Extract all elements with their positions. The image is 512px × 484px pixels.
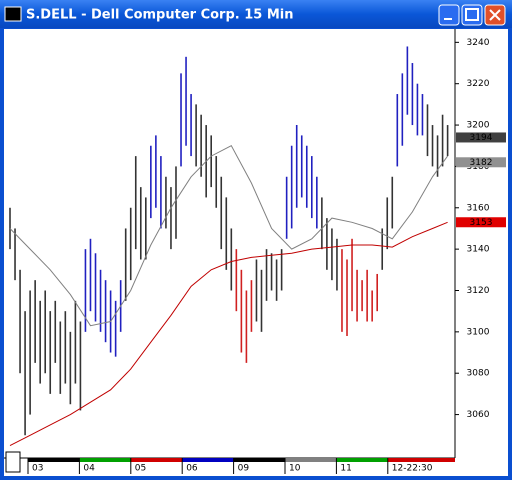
moving-average bbox=[9, 221, 448, 447]
client-area bbox=[4, 29, 508, 476]
date-strip bbox=[387, 458, 455, 462]
maximize-button[interactable] bbox=[461, 4, 483, 26]
x-tick-label: 03 bbox=[32, 464, 43, 474]
close-button[interactable] bbox=[484, 4, 506, 26]
x-tick-label: 09 bbox=[238, 464, 250, 474]
title-bar bbox=[0, 0, 512, 28]
date-strip bbox=[28, 458, 80, 462]
y-tick-label: 3060 bbox=[467, 410, 490, 420]
date-strip bbox=[233, 458, 285, 462]
price-label: 3153 bbox=[470, 218, 493, 228]
x-tick-label: 12-22:30 bbox=[392, 464, 433, 474]
y-tick-label: 3140 bbox=[467, 245, 490, 255]
x-tick-label: 11 bbox=[340, 464, 351, 474]
date-strip bbox=[79, 458, 131, 462]
minimize-button[interactable] bbox=[438, 4, 460, 26]
price-label-box bbox=[456, 217, 506, 228]
date-strip bbox=[336, 458, 388, 462]
date-strip bbox=[182, 458, 234, 462]
x-tick-label: 04 bbox=[83, 464, 95, 474]
moving-average bbox=[9, 145, 449, 327]
y-tick-label: 3220 bbox=[467, 79, 490, 89]
x-tick-label: 06 bbox=[186, 464, 198, 474]
y-tick-label: 3160 bbox=[467, 203, 490, 213]
y-tick-label: 3200 bbox=[467, 121, 490, 131]
price-label-box bbox=[456, 157, 506, 168]
y-tick-label: 3100 bbox=[467, 327, 490, 337]
y-tick-label: 3080 bbox=[467, 369, 490, 379]
price-label: 3182 bbox=[470, 158, 493, 168]
date-strip bbox=[130, 458, 183, 462]
y-tick-label: 3240 bbox=[467, 38, 490, 48]
price-label: 3194 bbox=[470, 133, 493, 143]
y-tick-label: 3120 bbox=[467, 286, 490, 296]
window-title: S.DELL - Dell Computer Corp. 15 Min bbox=[26, 8, 294, 23]
x-tick-label: 05 bbox=[135, 464, 146, 474]
scroll-box[interactable] bbox=[5, 451, 21, 473]
app-icon[interactable] bbox=[4, 6, 22, 22]
price-label-box bbox=[456, 132, 506, 143]
x-tick-label: 10 bbox=[289, 464, 301, 474]
date-strip bbox=[285, 458, 337, 462]
